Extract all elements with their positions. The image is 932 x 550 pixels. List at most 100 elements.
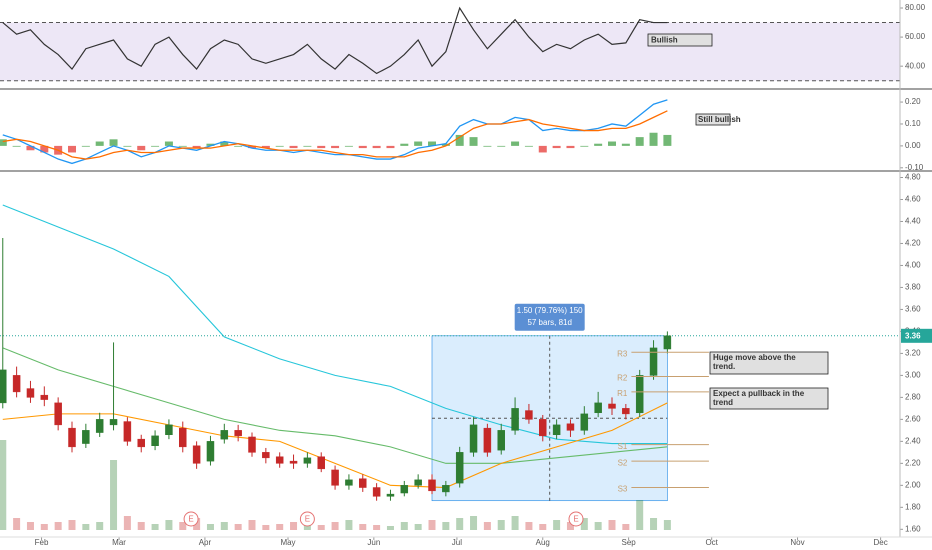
- macd-line: [2, 99, 668, 165]
- candle-body: [68, 427, 76, 448]
- x-tick-label: Dec: [873, 538, 887, 547]
- histogram-bar: [497, 145, 506, 147]
- y-tick-label: 4.40: [905, 217, 921, 226]
- histogram-bar: [663, 134, 672, 146]
- histogram-bar: [594, 143, 603, 146]
- y-tick-label: 0.10: [905, 119, 921, 128]
- volume-bar: [456, 518, 464, 530]
- annotation-box: [709, 351, 829, 375]
- volume-bar: [663, 520, 671, 530]
- y-tick-label: 60.00: [905, 32, 926, 41]
- volume-bar: [539, 524, 547, 530]
- candle-body: [123, 421, 132, 442]
- histogram-bar: [303, 145, 312, 147]
- y-tick-label: 4.60: [905, 195, 921, 204]
- annotation-text: trend: [713, 398, 733, 407]
- volume-bar: [497, 520, 505, 530]
- candle-body: [386, 493, 395, 497]
- volume-bar: [0, 440, 7, 530]
- y-tick-label: 3.00: [905, 370, 921, 379]
- volume-bar: [553, 520, 561, 530]
- volume-bar: [359, 524, 367, 530]
- histogram-bar: [0, 139, 7, 146]
- annotation-text: Expect a pullback in the: [713, 389, 805, 398]
- candle-body: [428, 479, 436, 492]
- histogram-bar: [552, 145, 561, 149]
- candle-body: [289, 460, 298, 464]
- candle-body: [165, 424, 173, 436]
- candle-body: [649, 347, 658, 376]
- measure-box: [431, 335, 668, 502]
- candle-body: [539, 419, 547, 437]
- histogram-bar: [40, 145, 49, 153]
- candle-body: [511, 408, 519, 431]
- candle-body: [206, 441, 215, 462]
- histogram-bar: [248, 145, 256, 149]
- candle-body: [262, 452, 270, 459]
- annotation-box: [709, 387, 829, 410]
- x-tick-label: Feb: [35, 538, 49, 547]
- event-label: E: [573, 515, 578, 524]
- histogram-bar: [511, 141, 520, 146]
- volume-bar: [82, 524, 90, 530]
- candle-body: [12, 375, 21, 393]
- volume-bar: [345, 520, 353, 530]
- histogram-bar: [469, 137, 478, 146]
- y-tick-label: 0.20: [905, 97, 921, 106]
- candle-body: [345, 479, 353, 486]
- pivot-label: S1: [618, 442, 628, 451]
- candle-body: [26, 388, 35, 398]
- volume-bar: [373, 525, 381, 530]
- measure-label: 57 bars, 81d: [527, 318, 571, 327]
- histogram-bar: [220, 141, 229, 146]
- volume-bar: [650, 518, 658, 530]
- volume-bar: [151, 524, 159, 530]
- histogram-bar: [400, 143, 409, 146]
- candle-body: [442, 485, 450, 493]
- y-tick-label: 4.00: [905, 261, 921, 270]
- volume-bar: [26, 522, 34, 530]
- x-tick-label: Jun: [367, 538, 380, 547]
- histogram-bar: [68, 145, 76, 153]
- annotation-text: Still bullish: [698, 115, 741, 124]
- annotation-box: [695, 113, 731, 126]
- volume-bar: [511, 516, 519, 530]
- histogram-bar: [234, 145, 243, 147]
- volume-bar: [442, 522, 450, 530]
- x-tick-label: Apr: [199, 538, 212, 547]
- candle-body: [608, 403, 616, 409]
- volume-bar: [303, 524, 311, 530]
- last-price-label: 3.36: [905, 331, 921, 340]
- histogram-bar: [566, 145, 575, 149]
- y-tick-label: 3.20: [905, 349, 921, 358]
- histogram-bar: [344, 145, 353, 147]
- annotation-text: Huge move above the: [713, 353, 796, 362]
- histogram-bar: [192, 145, 201, 149]
- candle-body: [414, 479, 422, 486]
- y-tick-label: 2.40: [905, 436, 921, 445]
- x-tick-label: May: [280, 538, 295, 547]
- y-tick-label: 3.80: [905, 283, 921, 292]
- candle-body: [552, 424, 561, 436]
- volume-bar: [386, 526, 394, 530]
- candle-body: [234, 430, 242, 437]
- histogram-bar: [178, 145, 187, 147]
- annotation-text: Bullish: [651, 36, 678, 45]
- histogram-bar: [317, 145, 326, 149]
- y-tick-label: 1.60: [905, 524, 921, 533]
- candle-body: [566, 423, 575, 431]
- pivot-label: R3: [617, 349, 628, 358]
- volume-bar: [40, 524, 48, 530]
- volume-bar: [68, 520, 76, 530]
- histogram-bar: [386, 145, 395, 149]
- histogram-bar: [331, 145, 340, 149]
- volume-bar: [248, 520, 256, 530]
- rsi-line: [2, 6, 668, 75]
- volume-bar: [483, 522, 491, 530]
- candle-body: [622, 408, 630, 415]
- volume-bar: [110, 460, 118, 530]
- pivot-label: S2: [618, 458, 628, 467]
